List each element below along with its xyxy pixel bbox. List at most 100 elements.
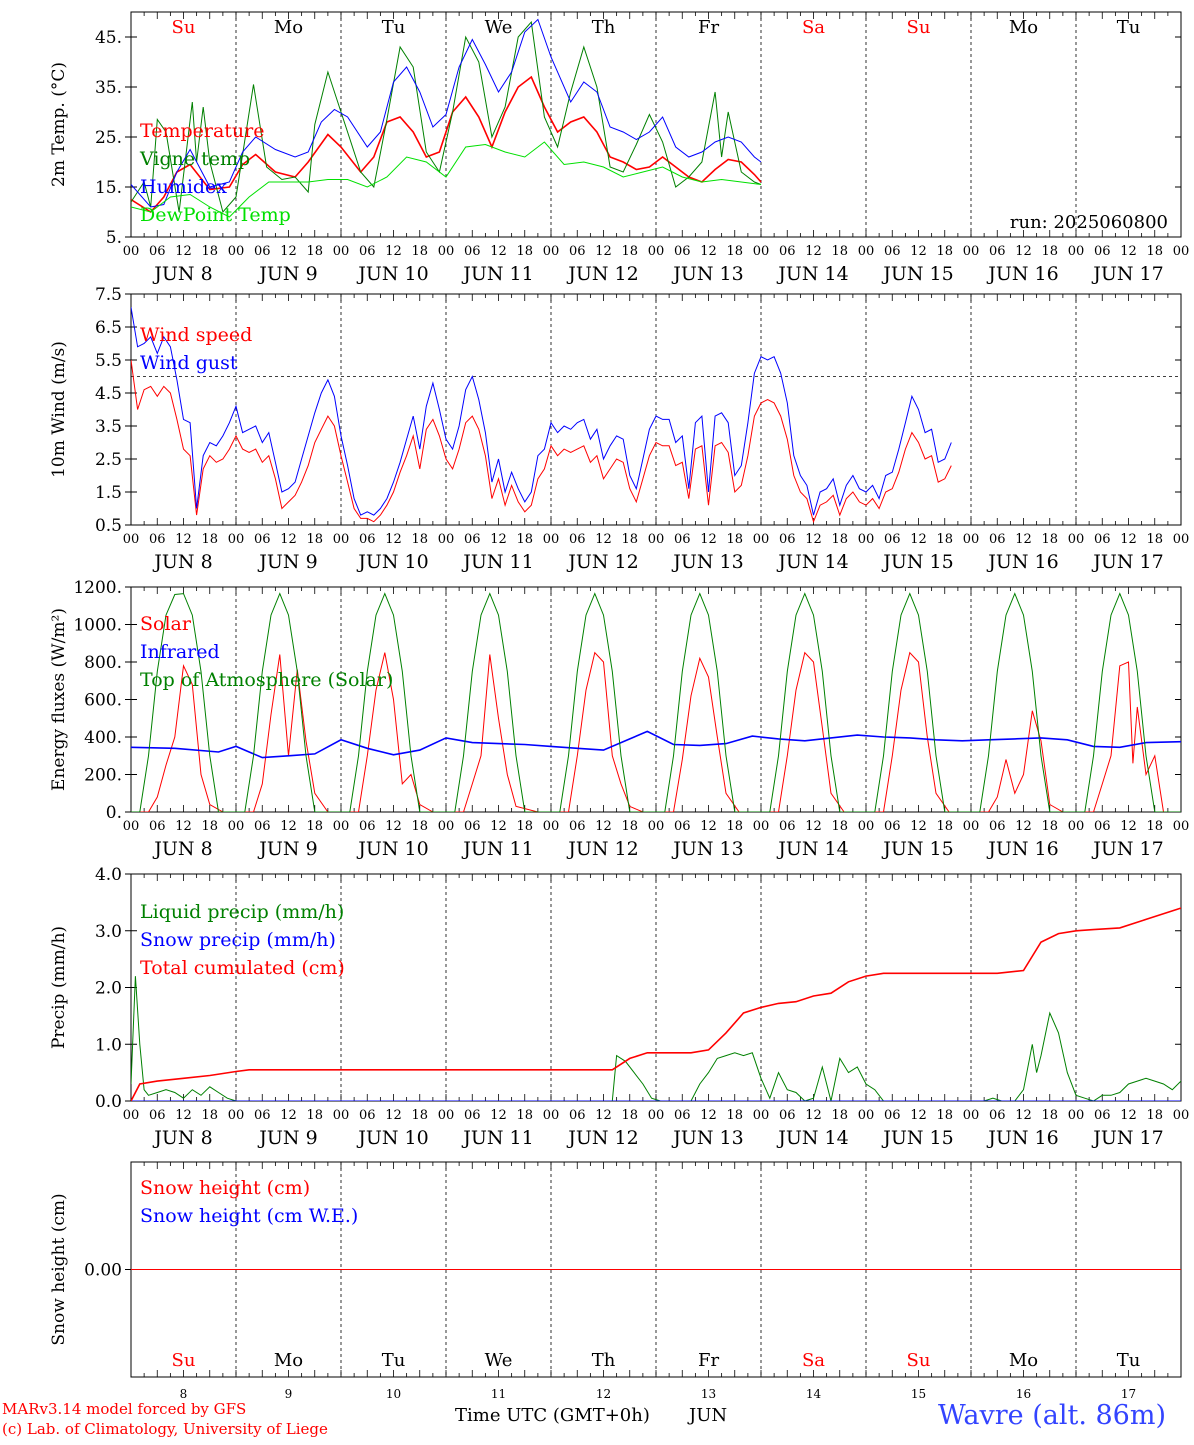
y-tick-label: 1200. bbox=[73, 578, 122, 598]
series-line-2 bbox=[131, 730, 1181, 759]
legend-entry: Top of Atmosphere (Solar) bbox=[140, 669, 393, 691]
hour-tick-label: 06 bbox=[254, 1108, 271, 1123]
date-label: JUN 15 bbox=[881, 1127, 953, 1149]
hour-tick-label: 06 bbox=[359, 244, 376, 259]
date-label: JUN 14 bbox=[776, 551, 848, 573]
hour-tick-label: 12 bbox=[490, 244, 507, 259]
hour-tick-label: 00 bbox=[858, 532, 875, 547]
hour-tick-label: 12 bbox=[1120, 819, 1137, 834]
date-label: JUN 9 bbox=[257, 1127, 317, 1149]
hour-tick-label: 18 bbox=[936, 532, 953, 547]
hour-tick-label: 18 bbox=[306, 532, 323, 547]
hour-tick-label: 00 bbox=[438, 1108, 455, 1123]
series-line-1 bbox=[131, 651, 1181, 812]
hour-tick-label: 18 bbox=[411, 532, 428, 547]
hour-tick-label: 18 bbox=[936, 1108, 953, 1123]
hour-tick-label: 18 bbox=[516, 1108, 533, 1123]
date-label: JUN 8 bbox=[152, 263, 212, 285]
hour-tick-label: 12 bbox=[490, 532, 507, 547]
date-label: 12 bbox=[596, 1387, 611, 1401]
legend-entry: Temperature bbox=[140, 120, 264, 142]
y-tick-label: 800. bbox=[84, 653, 122, 673]
hour-tick-label: 00 bbox=[333, 1108, 350, 1123]
date-label: JUN 17 bbox=[1091, 838, 1163, 860]
date-label: JUN 11 bbox=[461, 551, 533, 573]
hour-tick-label: 12 bbox=[1120, 532, 1137, 547]
date-label: JUN 16 bbox=[986, 838, 1058, 860]
hour-tick-label: 12 bbox=[1015, 244, 1032, 259]
hour-tick-label: 00 bbox=[1173, 532, 1190, 547]
hour-tick-label: 00 bbox=[1173, 1108, 1190, 1123]
hour-tick-label: 12 bbox=[700, 1108, 717, 1123]
y-tick-label: 5. bbox=[106, 228, 122, 248]
date-label: JUN 11 bbox=[461, 1127, 533, 1149]
hour-tick-label: 00 bbox=[963, 1108, 980, 1123]
y-tick-label: 1000. bbox=[73, 616, 122, 636]
legend-entry: Wind speed bbox=[140, 324, 252, 346]
hour-tick-label: 18 bbox=[201, 1108, 218, 1123]
y-tick-label: 15. bbox=[95, 178, 122, 198]
date-label: 9 bbox=[285, 1387, 293, 1401]
hour-tick-label: 18 bbox=[831, 532, 848, 547]
hour-tick-label: 00 bbox=[228, 244, 245, 259]
day-name: Su bbox=[907, 1350, 931, 1371]
hour-tick-label: 12 bbox=[805, 1108, 822, 1123]
hour-tick-label: 06 bbox=[989, 532, 1006, 547]
hour-tick-label: 00 bbox=[333, 532, 350, 547]
date-label: JUN 11 bbox=[461, 263, 533, 285]
hour-tick-label: 06 bbox=[674, 532, 691, 547]
hour-tick-label: 12 bbox=[490, 1108, 507, 1123]
y-tick-label: 3.5 bbox=[95, 417, 122, 437]
hour-tick-label: 18 bbox=[1041, 819, 1058, 834]
run-label: run: 2025060800 bbox=[1010, 212, 1168, 233]
y-axis-label: Precip (mm/h) bbox=[49, 926, 69, 1049]
hour-tick-label: 06 bbox=[674, 819, 691, 834]
hour-tick-label: 06 bbox=[989, 244, 1006, 259]
hour-tick-label: 00 bbox=[228, 1108, 245, 1123]
y-axis-label: Energy fluxes (W/m²) bbox=[49, 608, 69, 791]
hour-tick-label: 00 bbox=[753, 819, 770, 834]
hour-tick-label: 18 bbox=[516, 244, 533, 259]
hour-tick-label: 18 bbox=[621, 532, 638, 547]
hour-tick-label: 00 bbox=[123, 1108, 140, 1123]
y-tick-label: 1.0 bbox=[95, 1035, 122, 1055]
hour-tick-label: 12 bbox=[805, 532, 822, 547]
hour-tick-label: 00 bbox=[333, 244, 350, 259]
hour-tick-label: 06 bbox=[359, 1108, 376, 1123]
hour-tick-label: 06 bbox=[989, 1108, 1006, 1123]
hour-tick-label: 06 bbox=[464, 244, 481, 259]
series-line-1 bbox=[131, 75, 762, 214]
hour-tick-label: 00 bbox=[858, 244, 875, 259]
hour-tick-label: 00 bbox=[753, 532, 770, 547]
hour-tick-label: 06 bbox=[254, 819, 271, 834]
date-label: JUN 16 bbox=[986, 551, 1058, 573]
date-label: JUN 12 bbox=[566, 1127, 638, 1149]
series-line-1 bbox=[131, 976, 1181, 1101]
date-label: JUN 15 bbox=[881, 551, 953, 573]
hour-tick-label: 00 bbox=[1068, 819, 1085, 834]
hour-tick-label: 18 bbox=[726, 244, 743, 259]
hour-tick-label: 12 bbox=[1015, 1108, 1032, 1123]
hour-tick-label: 06 bbox=[989, 819, 1006, 834]
hour-tick-label: 12 bbox=[1015, 532, 1032, 547]
hour-tick-label: 18 bbox=[306, 1108, 323, 1123]
legend-entry: Infrared bbox=[140, 641, 220, 663]
series-line-2 bbox=[131, 307, 952, 516]
hour-tick-label: 06 bbox=[149, 1108, 166, 1123]
hour-tick-label: 06 bbox=[569, 819, 586, 834]
series-line-1 bbox=[131, 359, 952, 524]
day-name: Tu bbox=[1117, 1350, 1141, 1371]
hour-tick-label: 06 bbox=[1094, 1108, 1111, 1123]
hour-tick-label: 12 bbox=[280, 819, 297, 834]
day-name: Th bbox=[592, 17, 616, 38]
hour-tick-label: 18 bbox=[201, 244, 218, 259]
hour-tick-label: 06 bbox=[149, 532, 166, 547]
y-axis-label: 10m Wind (m/s) bbox=[49, 341, 69, 478]
y-tick-label: 5.5 bbox=[95, 351, 122, 371]
hour-tick-label: 18 bbox=[621, 1108, 638, 1123]
legend-entry: Snow height (cm W.E.) bbox=[140, 1205, 358, 1227]
hour-tick-label: 00 bbox=[648, 244, 665, 259]
y-tick-label: 0. bbox=[106, 803, 122, 823]
hour-tick-label: 06 bbox=[464, 1108, 481, 1123]
y-tick-label: 600. bbox=[84, 691, 122, 711]
